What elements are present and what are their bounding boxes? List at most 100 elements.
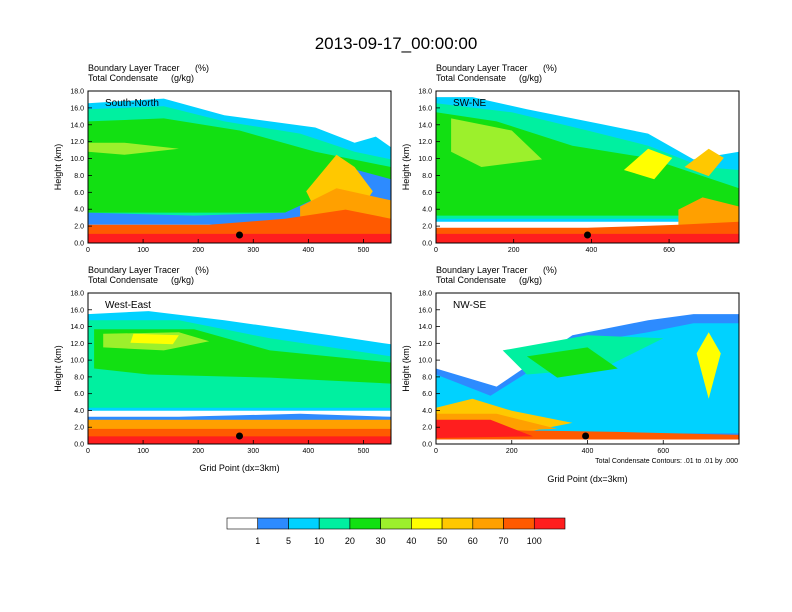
y-tick-label: 10.0 <box>418 358 432 365</box>
panel-south-north: Boundary Layer Tracer (%) Total Condensate… <box>53 63 392 254</box>
x-tick-label: 400 <box>586 247 598 254</box>
y-tick-label: 6.0 <box>422 391 432 398</box>
y-tick-label: 18.0 <box>418 89 432 96</box>
panel-subtitle-tracer-unit: (%) <box>195 63 209 73</box>
panel-subtitle-condensate: Total Condensate <box>436 73 506 83</box>
tracer-fill <box>436 293 739 444</box>
x-tick-label: 200 <box>192 448 204 455</box>
colorbar-label: 10 <box>314 536 324 546</box>
x-tick-label: 200 <box>506 448 518 455</box>
colorbar-label: 1 <box>255 536 260 546</box>
y-tick-label: 8.0 <box>74 374 84 381</box>
y-tick-label: 10.0 <box>70 358 84 365</box>
colorbar-swatch <box>503 517 535 530</box>
y-tick-label: 4.0 <box>74 207 84 214</box>
x-tick-label: 600 <box>663 247 675 254</box>
x-tick-label: 200 <box>508 247 520 254</box>
location-marker <box>236 231 243 239</box>
y-tick-label: 6.0 <box>74 190 84 197</box>
plot-frame <box>87 90 392 244</box>
y-tick-label: 2.0 <box>74 224 84 231</box>
tracer-band <box>130 333 179 345</box>
location-marker <box>584 231 591 239</box>
y-tick-label: 18.0 <box>418 291 432 298</box>
panel-subtitle-condensate-unit: (g/kg) <box>171 73 194 83</box>
colorbar-label: 100 <box>527 536 542 546</box>
y-tick-label: 10.0 <box>70 156 84 163</box>
y-tick-label: 14.0 <box>418 324 432 331</box>
panel-subtitle-tracer: Boundary Layer Tracer <box>88 63 180 73</box>
colorbar-label: 40 <box>406 536 416 546</box>
panel-subtitle-condensate: Total Condensate <box>88 275 158 285</box>
colorbar-label: 30 <box>376 536 386 546</box>
y-tick-label: 0.0 <box>422 241 432 248</box>
y-tick-label: 4.0 <box>422 408 432 415</box>
panel-subtitle-tracer-unit: (%) <box>543 63 557 73</box>
panel-subtitle-tracer-unit: (%) <box>195 265 209 275</box>
tracer-band <box>678 197 739 228</box>
panel-nw-se: Boundary Layer Tracer (%) Total Condensate… <box>401 265 740 484</box>
tracer-band <box>436 419 533 438</box>
tracer-band <box>88 142 179 155</box>
y-tick-label: 0.0 <box>74 241 84 248</box>
x-tick-label: 300 <box>247 448 259 455</box>
panel-direction-label: NW-SE <box>453 300 486 311</box>
y-tick-label: 12.0 <box>418 341 432 348</box>
colorbar-swatch <box>533 517 566 530</box>
plot-frame <box>435 90 740 244</box>
panel-subtitle-condensate-unit: (g/kg) <box>519 275 542 285</box>
y-tick-label: 10.0 <box>418 156 432 163</box>
plot-frame <box>87 292 392 445</box>
y-axis-label: Height (km) <box>401 144 411 191</box>
y-tick-label: 8.0 <box>422 173 432 180</box>
colorbar-label: 70 <box>499 536 509 546</box>
x-tick-label: 0 <box>86 247 90 254</box>
panel-subtitle-condensate: Total Condensate <box>436 275 506 285</box>
panel-subtitle-condensate: Total Condensate <box>88 73 158 83</box>
colorbar: 1 5 10 20 30 40 50 60 70 100 <box>226 517 566 546</box>
colorbar-label: 20 <box>345 536 355 546</box>
panel-subtitle-tracer: Boundary Layer Tracer <box>88 265 180 275</box>
panel-direction-label: South-North <box>105 98 159 109</box>
location-marker <box>582 432 590 440</box>
colorbar-swatch <box>318 517 351 530</box>
panel-subtitle-tracer-unit: (%) <box>543 265 557 275</box>
panel-subtitle-condensate-unit: (g/kg) <box>171 275 194 285</box>
colorbar-swatch <box>257 517 289 530</box>
y-tick-label: 16.0 <box>70 105 84 112</box>
panel-subtitle-tracer: Boundary Layer Tracer <box>436 265 528 275</box>
x-tick-label: 200 <box>192 247 204 254</box>
y-tick-label: 18.0 <box>70 291 84 298</box>
y-tick-label: 16.0 <box>70 307 84 314</box>
colorbar-swatch <box>226 517 259 530</box>
panel-subtitle-tracer: Boundary Layer Tracer <box>436 63 528 73</box>
y-tick-label: 12.0 <box>70 139 84 146</box>
y-tick-label: 16.0 <box>418 307 432 314</box>
x-tick-label: 400 <box>303 247 315 254</box>
tracer-band <box>88 209 391 237</box>
panel-direction-label: SW-NE <box>453 98 486 109</box>
y-axis-label: Height (km) <box>53 144 63 191</box>
tracer-band <box>88 436 391 444</box>
colorbar-label: 5 <box>286 536 291 546</box>
x-tick-label: 300 <box>247 247 259 254</box>
x-tick-label: 500 <box>358 247 370 254</box>
colorbar-swatch <box>441 517 474 530</box>
x-tick-label: 600 <box>657 448 669 455</box>
panel-direction-label: West-East <box>105 300 151 311</box>
y-tick-label: 8.0 <box>422 374 432 381</box>
tracer-band <box>696 332 721 399</box>
y-tick-label: 12.0 <box>70 341 84 348</box>
y-tick-label: 2.0 <box>422 425 432 432</box>
tracer-fill <box>88 293 391 444</box>
tracer-band <box>436 323 739 434</box>
panel-sw-ne: Boundary Layer Tracer (%) Total Condensate… <box>401 63 740 254</box>
x-axis-label: Grid Point (dx=3km) <box>547 474 627 484</box>
x-tick-label: 500 <box>358 448 370 455</box>
y-tick-label: 14.0 <box>70 324 84 331</box>
figure-title: 2013-09-17_00:00:00 <box>315 34 478 53</box>
y-tick-label: 18.0 <box>70 89 84 96</box>
contour-note: Total Condensate Contours: .01 to .01 by… <box>595 458 738 465</box>
y-tick-label: 8.0 <box>74 173 84 180</box>
